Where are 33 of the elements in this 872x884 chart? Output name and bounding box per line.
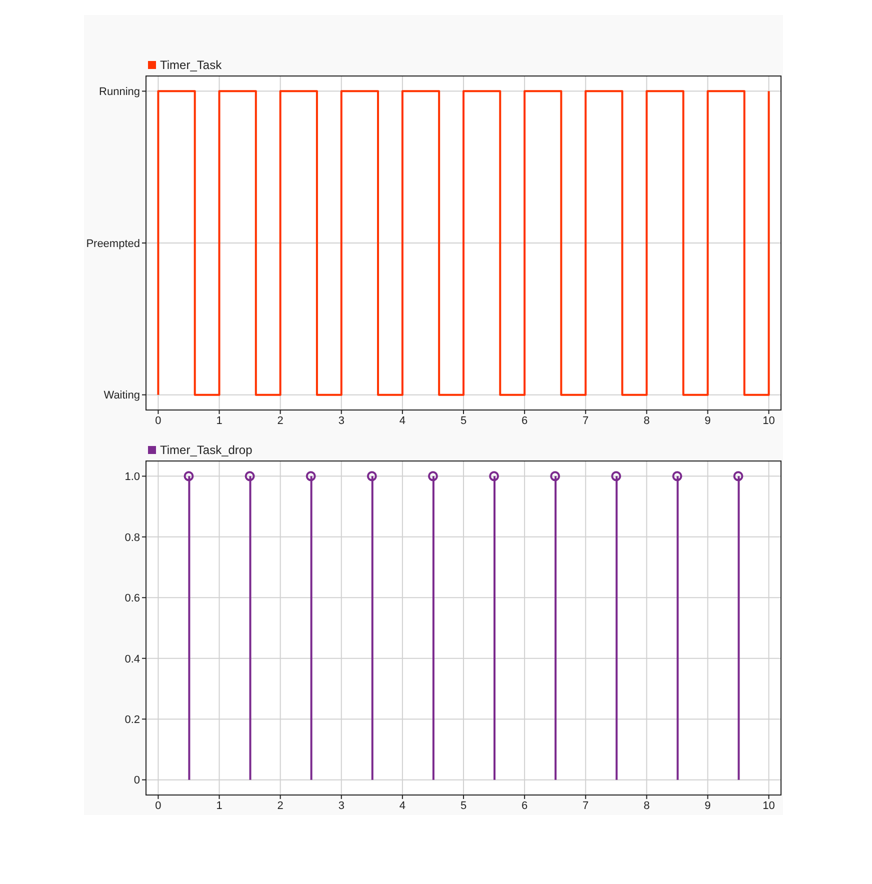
- x-tick-label: 9: [704, 800, 711, 812]
- x-tick-label: 10: [762, 800, 775, 812]
- x-tick-label: 0: [155, 800, 162, 812]
- x-tick-label: 6: [521, 414, 528, 427]
- x-tick-label: 5: [460, 800, 467, 812]
- x-tick-label: 10: [762, 414, 775, 427]
- x-tick-label: 4: [399, 414, 406, 427]
- y-tick-label: 1.0: [124, 471, 140, 484]
- y-tick-label: 0.6: [124, 592, 140, 605]
- category-label: Preempted: [86, 238, 140, 250]
- x-tick-label: 5: [460, 414, 467, 427]
- y-tick-label: 0.8: [124, 532, 140, 544]
- category-label: Waiting: [104, 390, 140, 402]
- x-tick-label: 1: [216, 800, 222, 812]
- x-tick-label: 3: [338, 800, 344, 812]
- y-tick-label: 0.4: [124, 653, 140, 666]
- y-tick-label: 0.2: [124, 714, 140, 726]
- x-tick-label: 8: [644, 800, 650, 812]
- x-tick-label: 9: [704, 414, 711, 427]
- x-tick-label: 7: [582, 800, 589, 812]
- y-tick-label: 0: [134, 774, 140, 787]
- x-tick-label: 6: [521, 800, 528, 812]
- legend-label: Timer_Task_drop: [159, 443, 252, 457]
- x-tick-label: 3: [338, 414, 344, 427]
- x-tick-label: 2: [277, 414, 284, 427]
- x-tick-label: 1: [216, 414, 222, 427]
- legend-label: Timer_Task: [159, 58, 222, 72]
- x-tick-label: 4: [399, 800, 406, 812]
- x-tick-label: 8: [644, 414, 650, 427]
- category-label: Running: [99, 86, 140, 98]
- x-tick-label: 7: [582, 414, 589, 427]
- x-tick-label: 2: [277, 800, 284, 812]
- x-tick-label: 0: [155, 414, 162, 427]
